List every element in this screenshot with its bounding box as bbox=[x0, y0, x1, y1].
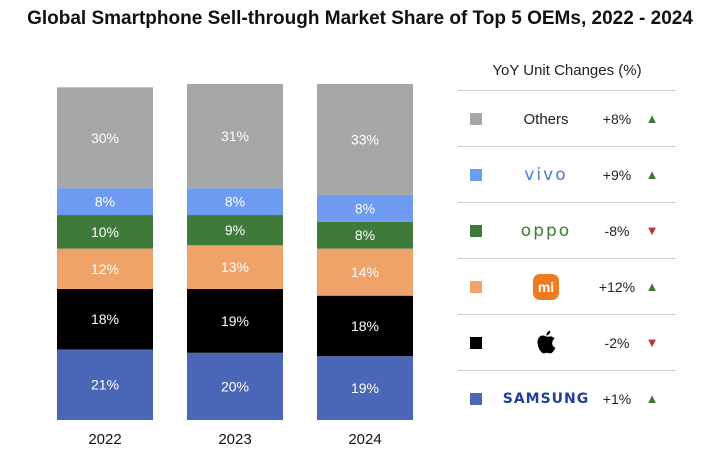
bar-segment-oppo-2023 bbox=[187, 215, 283, 246]
bar-segment-samsung-2022 bbox=[57, 349, 153, 420]
legend-row-samsung: SAMSUNG +1% ▲ bbox=[458, 370, 676, 427]
bar-segment-oppo-2022 bbox=[57, 215, 153, 249]
data-label-others-2024: 33% bbox=[351, 131, 379, 147]
triangle-down-icon: ▼ bbox=[645, 335, 659, 350]
data-label-others-2023: 31% bbox=[221, 128, 249, 144]
legend-brand-others: Others bbox=[494, 91, 598, 147]
triangle-up-icon: ▲ bbox=[645, 391, 659, 406]
legend-label-samsung: SAMSUNG bbox=[502, 391, 590, 407]
bar-segment-xiaomi-2023 bbox=[187, 245, 283, 289]
bar-segment-xiaomi-2024 bbox=[317, 248, 413, 296]
data-label-samsung-2023: 20% bbox=[221, 378, 249, 394]
data-label-samsung-2024: 19% bbox=[351, 380, 379, 396]
bar-segment-others-2024 bbox=[317, 84, 413, 195]
legend-label-oppo: oppo bbox=[520, 221, 572, 241]
bar-segment-vivo-2023 bbox=[187, 188, 283, 216]
data-label-apple-2022: 18% bbox=[91, 311, 119, 327]
triangle-up-icon: ▲ bbox=[645, 111, 659, 126]
data-label-samsung-2022: 21% bbox=[91, 377, 119, 393]
bar-segment-apple-2022 bbox=[57, 288, 153, 350]
data-label-oppo-2022: 10% bbox=[91, 224, 119, 240]
data-label-oppo-2023: 9% bbox=[225, 222, 245, 238]
data-label-vivo-2022: 8% bbox=[95, 194, 115, 210]
bar-segment-xiaomi-2022 bbox=[57, 248, 153, 289]
legend-row-vivo: vivo +9% ▲ bbox=[458, 146, 676, 203]
apple-logo-icon bbox=[537, 330, 556, 354]
data-label-vivo-2024: 8% bbox=[355, 200, 375, 216]
legend-title: YoY Unit Changes (%) bbox=[492, 62, 642, 79]
legend-label-others: Others bbox=[523, 110, 569, 128]
legend-yoy-change-oppo: -8% bbox=[604, 223, 630, 239]
data-label-apple-2024: 18% bbox=[351, 318, 379, 334]
triangle-up-icon: ▲ bbox=[645, 167, 659, 182]
bar-segment-vivo-2022 bbox=[57, 188, 153, 216]
legend-yoy-change-xiaomi: +12% bbox=[598, 279, 636, 295]
chart-title: Global Smartphone Sell-through Market Sh… bbox=[27, 8, 693, 29]
legend: YoY Unit Changes (%) Others +8% ▲ vivo +9% ▲ o… bbox=[458, 48, 676, 428]
data-label-others-2022: 30% bbox=[91, 130, 119, 146]
data-label-oppo-2024: 8% bbox=[355, 227, 375, 243]
legend-brand-samsung: SAMSUNG bbox=[494, 371, 598, 427]
data-label-xiaomi-2022: 12% bbox=[91, 261, 119, 277]
bar-segment-samsung-2023 bbox=[187, 352, 283, 420]
legend-swatch-others bbox=[470, 113, 482, 125]
legend-brand-vivo: vivo bbox=[494, 147, 598, 203]
triangle-down-icon: ▼ bbox=[645, 223, 659, 238]
stacked-bar-chart: 21% 18% 12% 10% 8% 30% 2022 20% 19% 13% 9% 8% 31% 202… bbox=[57, 84, 413, 448]
legend-yoy-change-others: +8% bbox=[602, 111, 632, 127]
legend-brand-apple bbox=[494, 315, 598, 371]
data-label-xiaomi-2024: 14% bbox=[351, 264, 379, 280]
data-label-apple-2023: 19% bbox=[221, 313, 249, 329]
bar-segment-oppo-2024 bbox=[317, 221, 413, 249]
x-tick-label-2023: 2023 bbox=[218, 431, 251, 448]
bar-segment-apple-2023 bbox=[187, 288, 283, 353]
data-label-xiaomi-2023: 13% bbox=[221, 259, 249, 275]
data-label-vivo-2023: 8% bbox=[225, 194, 245, 210]
legend-brand-xiaomi: mi bbox=[494, 259, 598, 315]
legend-brand-oppo: oppo bbox=[494, 203, 598, 259]
legend-swatch-vivo bbox=[470, 169, 482, 181]
legend-swatch-samsung bbox=[470, 393, 482, 405]
x-tick-label-2022: 2022 bbox=[88, 431, 121, 448]
legend-swatch-xiaomi bbox=[470, 281, 482, 293]
bar-segment-vivo-2024 bbox=[317, 194, 413, 222]
legend-swatch-apple bbox=[470, 337, 482, 349]
legend-label-vivo: vivo bbox=[524, 165, 568, 185]
legend-yoy-change-vivo: +9% bbox=[602, 167, 632, 183]
xiaomi-logo-icon: mi bbox=[533, 274, 559, 300]
x-tick-label-2024: 2024 bbox=[348, 431, 381, 448]
legend-swatch-oppo bbox=[470, 225, 482, 237]
bar-segment-samsung-2024 bbox=[317, 356, 413, 420]
legend-row-oppo: oppo -8% ▼ bbox=[458, 202, 676, 259]
legend-row-apple: -2% ▼ bbox=[458, 314, 676, 371]
legend-yoy-change-samsung: +1% bbox=[602, 391, 632, 407]
legend-yoy-change-apple: -2% bbox=[604, 335, 630, 351]
bar-segment-others-2022 bbox=[57, 87, 153, 189]
triangle-up-icon: ▲ bbox=[645, 279, 659, 294]
legend-row-xiaomi: mi +12% ▲ bbox=[458, 258, 676, 315]
legend-row-others: Others +8% ▲ bbox=[458, 90, 676, 147]
bar-segment-apple-2024 bbox=[317, 295, 413, 357]
bar-segment-others-2023 bbox=[187, 84, 283, 189]
